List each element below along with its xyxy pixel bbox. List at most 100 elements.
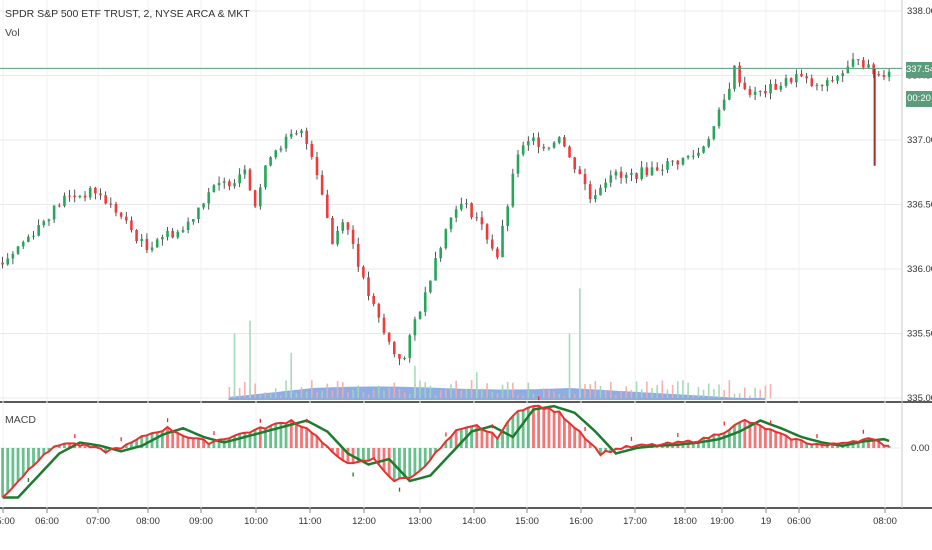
candle-body (619, 171, 623, 178)
volume-bar (723, 390, 725, 398)
macd-histogram-bar (423, 448, 427, 467)
candle-body (99, 193, 102, 196)
candle-body (681, 157, 685, 165)
time-tick-label: 09:00 (189, 516, 213, 527)
macd-histogram-bar (789, 439, 793, 448)
volume-bar (439, 390, 442, 398)
macd-histogram-bar (490, 432, 494, 448)
macd-histogram-bar (6, 448, 10, 493)
candle-body (377, 303, 381, 318)
macd-histogram-bar (57, 445, 61, 448)
volume-bar (661, 380, 664, 398)
candle-body (532, 137, 535, 142)
candle-body (222, 181, 226, 183)
macd-signal-marker (74, 434, 76, 439)
volume-bar (460, 390, 463, 398)
macd-signal-marker (259, 418, 261, 423)
macd-histogram-bar (248, 432, 252, 448)
volume-bar (589, 384, 591, 398)
candle-body (243, 169, 247, 175)
candle-body (408, 335, 412, 359)
macd-histogram-bar (738, 422, 742, 448)
time-tick-label: 08:00 (873, 516, 897, 527)
volume-bar (264, 392, 267, 398)
candles-layer (1, 52, 891, 366)
candle-body (21, 242, 25, 247)
volume-bar (362, 392, 365, 398)
candle-body (37, 225, 40, 236)
time-tick-label: 15:00 (515, 516, 539, 527)
candle-body (691, 155, 695, 157)
candle-body (573, 157, 577, 170)
macd-signal-marker (538, 396, 540, 401)
volume-bar (682, 380, 684, 398)
volume-bar (522, 395, 524, 398)
candle-body (578, 169, 582, 175)
candle-body (6, 258, 10, 265)
candle-body (712, 126, 716, 140)
candle-body (810, 78, 814, 87)
volume-bar (367, 394, 370, 398)
macd-histogram-bar (604, 448, 608, 451)
macd-histogram-bar (300, 426, 303, 448)
macd-histogram-bar (227, 438, 231, 448)
macd-histogram-bar (361, 448, 365, 461)
volume-bar (635, 381, 638, 398)
candle-body (88, 187, 92, 198)
volume-bar (408, 393, 411, 398)
macd-histogram-bar (470, 426, 474, 448)
volume-spike-bar (414, 365, 416, 398)
macd-signal-marker (27, 478, 30, 482)
volume-bar (496, 393, 499, 398)
volume-bar (733, 393, 736, 398)
candle-body (454, 209, 458, 218)
macd-signal-marker (862, 429, 865, 434)
candle-body (789, 78, 793, 83)
candle-body (351, 229, 355, 244)
candle-body (862, 60, 865, 68)
candle-body (295, 133, 298, 135)
macd-histogram-bar (877, 441, 881, 448)
macd-histogram-bar (341, 448, 345, 461)
macd-signal-marker (398, 487, 401, 492)
candle-body (779, 85, 783, 90)
macd-histogram-bar (294, 424, 298, 448)
candle-body (661, 169, 664, 171)
macd-histogram-bar (599, 448, 602, 456)
volume-bar (512, 382, 514, 398)
volume-bar (388, 388, 390, 398)
volume-bar (378, 385, 380, 398)
macd-histogram-bar (264, 428, 267, 448)
volume-bar (506, 382, 509, 398)
volume-bar (573, 394, 576, 398)
macd-histogram-bar (887, 445, 891, 448)
volume-bar (604, 390, 607, 398)
candle-body (655, 167, 659, 171)
macd-histogram-bar (83, 444, 87, 448)
volume-bar (280, 395, 282, 398)
candle-body (717, 109, 721, 127)
volume-bar (347, 392, 349, 398)
candle-body (506, 206, 509, 226)
volume-bar (311, 380, 313, 398)
macd-histogram-bar (176, 433, 180, 448)
macd-histogram-bar (475, 425, 479, 448)
macd-histogram-bar (831, 443, 834, 448)
volume-bar (357, 385, 360, 398)
volume-bar (630, 389, 633, 398)
macd-histogram-bar (191, 438, 195, 448)
time-tick-label: 19:00 (710, 516, 734, 527)
macd-histogram-bar (542, 408, 546, 448)
candle-body (702, 146, 705, 153)
volume-bar (403, 392, 406, 398)
candle-body (722, 99, 726, 110)
candle-body (310, 143, 314, 157)
volume-bar (285, 380, 287, 398)
candle-body (707, 139, 711, 147)
volume-bar (671, 384, 674, 398)
volume-bar (481, 388, 483, 398)
volume-bar (398, 388, 401, 398)
time-tick-label: 17:00 (623, 516, 647, 527)
time-tick-label: 05:00 (0, 516, 15, 527)
volume-bar (743, 387, 746, 398)
